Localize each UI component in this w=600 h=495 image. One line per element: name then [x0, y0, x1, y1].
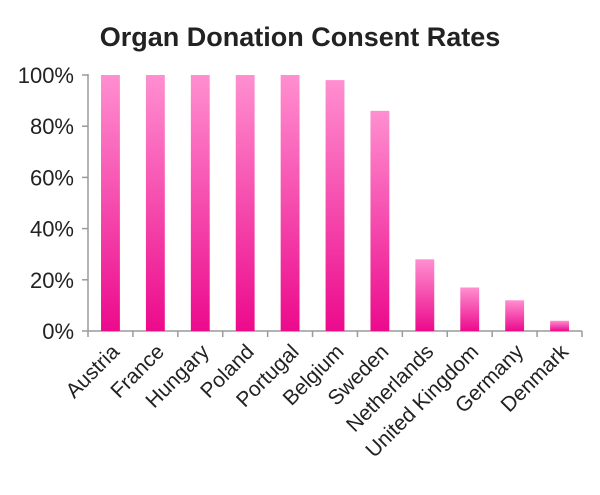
y-tick-label: 60%	[30, 165, 74, 190]
y-tick-label: 20%	[30, 268, 74, 293]
category-labels: AustriaFranceHungaryPolandPortugalBelgiu…	[62, 340, 574, 462]
bar-portugal	[280, 75, 300, 331]
bar-united-kingdom	[460, 287, 480, 331]
bar-sweden	[370, 110, 390, 331]
bars	[101, 75, 569, 332]
bar-austria	[101, 75, 120, 331]
x-axis	[87, 330, 583, 337]
bar-hungary	[190, 75, 210, 331]
y-axis: 0% 20% 40% 60% 80% 100%	[18, 63, 89, 344]
bar-denmark	[550, 320, 569, 331]
y-tick-label: 0%	[42, 319, 74, 344]
bar-germany	[505, 300, 525, 331]
bar-poland	[235, 75, 255, 331]
y-tick-label: 100%	[18, 63, 74, 88]
chart-title: Organ Donation Consent Rates	[100, 22, 501, 52]
bar-belgium	[325, 80, 345, 332]
bar-france	[145, 75, 165, 331]
y-tick-label: 80%	[30, 114, 74, 139]
bar-netherlands	[415, 259, 435, 331]
y-tick-label: 40%	[30, 217, 74, 242]
